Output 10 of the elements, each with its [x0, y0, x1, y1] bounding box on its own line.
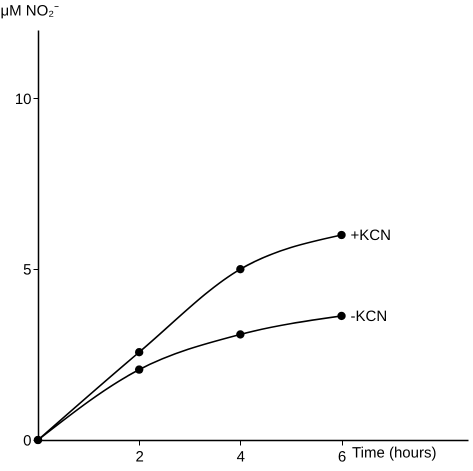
x-tick-label: 2 — [136, 448, 144, 466]
y-axis-title: μM NO₂⁻ — [0, 2, 60, 20]
x-axis-title: Time (hours) — [352, 444, 436, 462]
series-label: -KCN — [350, 308, 388, 325]
x-tick-label: 6 — [338, 448, 346, 466]
y-tick-label: 0 — [23, 432, 32, 450]
y-tick-label: 10 — [14, 90, 32, 108]
series-label: +KCN — [350, 227, 391, 244]
x-tick-label: 4 — [236, 448, 246, 466]
y-tick-label: 5 — [23, 262, 32, 279]
